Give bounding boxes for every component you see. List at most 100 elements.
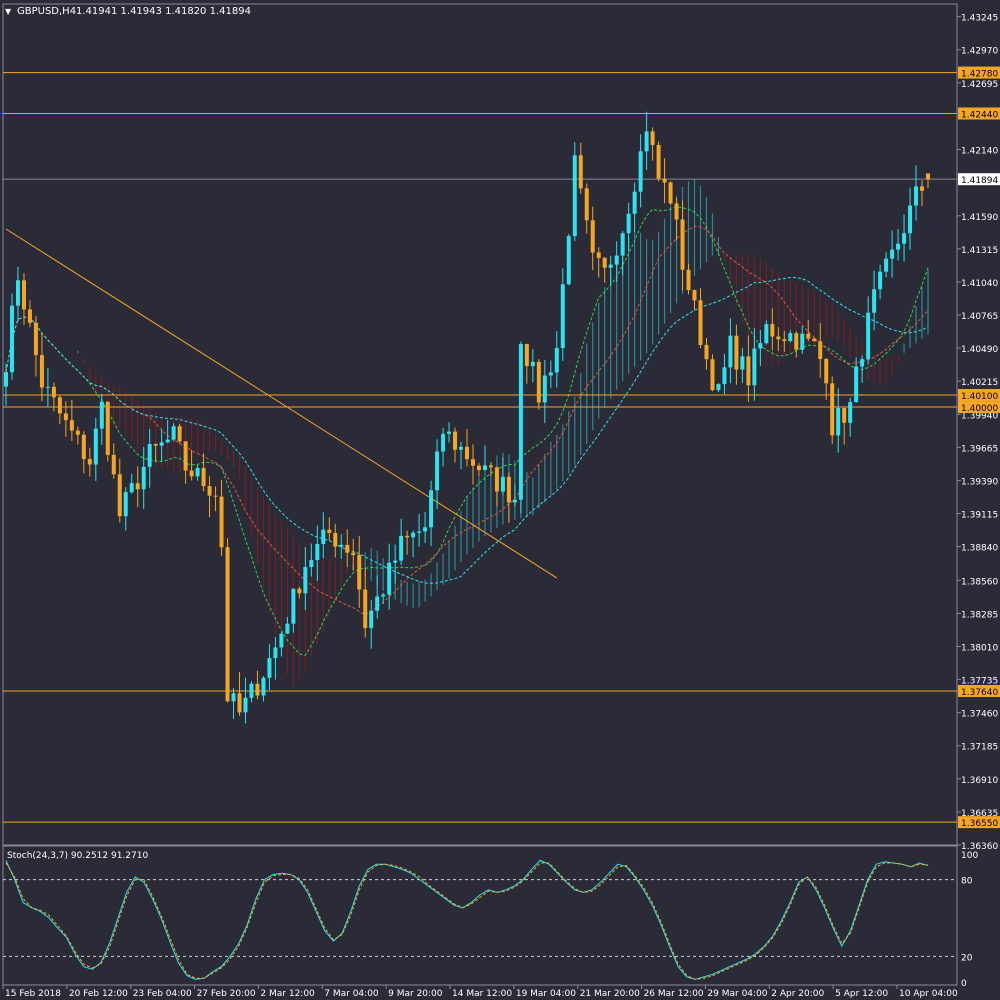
candle-body [159, 442, 164, 446]
candle-body [740, 356, 745, 370]
x-tick-label: 23 Feb 04:00 [133, 989, 192, 999]
candle-body [201, 467, 206, 487]
candle-body [752, 348, 757, 386]
candle-body [423, 527, 428, 532]
x-tick-label: 20 Feb 12:00 [69, 989, 128, 999]
candle-body [345, 544, 350, 553]
y-tick-label: 1.38285 [961, 610, 998, 620]
candle-body [674, 203, 679, 220]
candle-body [746, 356, 751, 386]
candle-body [393, 560, 398, 563]
candle-body [165, 439, 170, 443]
candle-body [902, 233, 907, 244]
candle-body [830, 383, 835, 436]
candle-body [884, 258, 889, 272]
candle-body [644, 131, 649, 152]
candle-body [824, 358, 829, 384]
y-tick-label: 1.39390 [961, 477, 998, 487]
candle-body [273, 647, 278, 659]
candle-body [435, 451, 440, 491]
candle-body [363, 589, 368, 629]
stochastic-lines [3, 859, 957, 980]
candle-body [896, 243, 901, 250]
stochastic-axis: 100 80 20 0 [961, 851, 978, 989]
price-panel-border [2, 3, 958, 846]
time-axis: 15 Feb 2018 20 Feb 12:00 23 Feb 04:00 27 Fe… [2, 985, 958, 999]
y-tick-label: 1.40490 [961, 345, 998, 355]
y-tick-label: 1.36910 [961, 776, 998, 786]
x-tick-label: 14 Mar 12:00 [452, 989, 512, 999]
candle-body [39, 355, 44, 388]
candle-body [548, 372, 553, 376]
candle-body [578, 155, 583, 189]
candle-body [285, 623, 290, 634]
candle-body [842, 407, 847, 423]
stoch-panel-border [2, 845, 958, 986]
level-label-box [958, 401, 1000, 414]
candle-body [213, 495, 218, 497]
candle-body [566, 236, 571, 285]
level-label-box [958, 107, 1000, 120]
candle-body [297, 588, 302, 594]
y-tick-label: 1.38560 [961, 577, 998, 587]
y-tick-label: 1.42140 [961, 147, 998, 157]
candle-body [788, 333, 793, 342]
stoch-tick-label: 20 [961, 953, 973, 963]
candles [4, 111, 930, 724]
candle-body [369, 610, 374, 629]
level-label: 1.42780 [961, 70, 998, 80]
candle-body [656, 145, 661, 179]
y-tick-label: 1.39115 [961, 511, 998, 521]
candle-body [21, 280, 26, 310]
candle-body [476, 465, 481, 471]
current-price-label: 1.41894 [961, 176, 998, 186]
candle-body [872, 289, 877, 313]
stoch-main-line [5, 859, 929, 980]
candle-body [854, 366, 859, 403]
candle-body [608, 264, 613, 268]
candle-body [291, 588, 296, 624]
candle-body [776, 336, 781, 340]
candle-body [530, 361, 535, 367]
candle-body [141, 466, 146, 490]
candle-body [75, 430, 80, 435]
y-tick-label: 1.36635 [961, 809, 998, 819]
stoch-tick-label: 80 [961, 877, 973, 887]
x-tick-label: 19 Mar 04:00 [516, 989, 576, 999]
candle-body [279, 633, 284, 648]
symbol-menu-icon[interactable]: ▼ [5, 7, 12, 16]
y-tick-label: 1.39665 [961, 444, 998, 454]
candle-body [662, 178, 667, 183]
level-label: 1.36550 [961, 819, 998, 829]
chart-symbol: GBPUSD,H4 [17, 6, 76, 17]
candle-body [411, 532, 416, 538]
candle-body [878, 271, 883, 290]
candle-body [189, 470, 194, 477]
candle-body [638, 151, 643, 192]
candle-body [4, 372, 8, 387]
stoch-label: Stoch(24,3,7) 90.2512 91.2710 [7, 851, 148, 861]
candle-body [494, 467, 499, 492]
y-tick-label: 1.41315 [961, 246, 998, 256]
candle-body [429, 490, 434, 528]
candle-body [57, 397, 62, 414]
candle-body [794, 333, 799, 350]
candle-body [590, 220, 595, 253]
candle-body [117, 474, 122, 517]
candle-body [866, 312, 871, 360]
candle-body [710, 359, 715, 391]
candle-body [704, 344, 709, 360]
candle-body [249, 683, 254, 698]
price-axis: 1.43245 1.42970 1.42695 1.42140 1.41590 1.413… [957, 14, 1000, 852]
ma-slow-line [5, 277, 929, 584]
candle-body [482, 465, 487, 471]
current-price-box [958, 173, 1000, 186]
candle-body [315, 544, 320, 561]
moving-averages [5, 206, 929, 656]
candle-body [818, 341, 823, 359]
candle-body [153, 443, 158, 446]
candle-body [920, 186, 925, 191]
stoch-tick-label: 100 [961, 851, 978, 861]
level-label-box [958, 816, 1000, 829]
level-label: 1.37640 [961, 688, 998, 698]
